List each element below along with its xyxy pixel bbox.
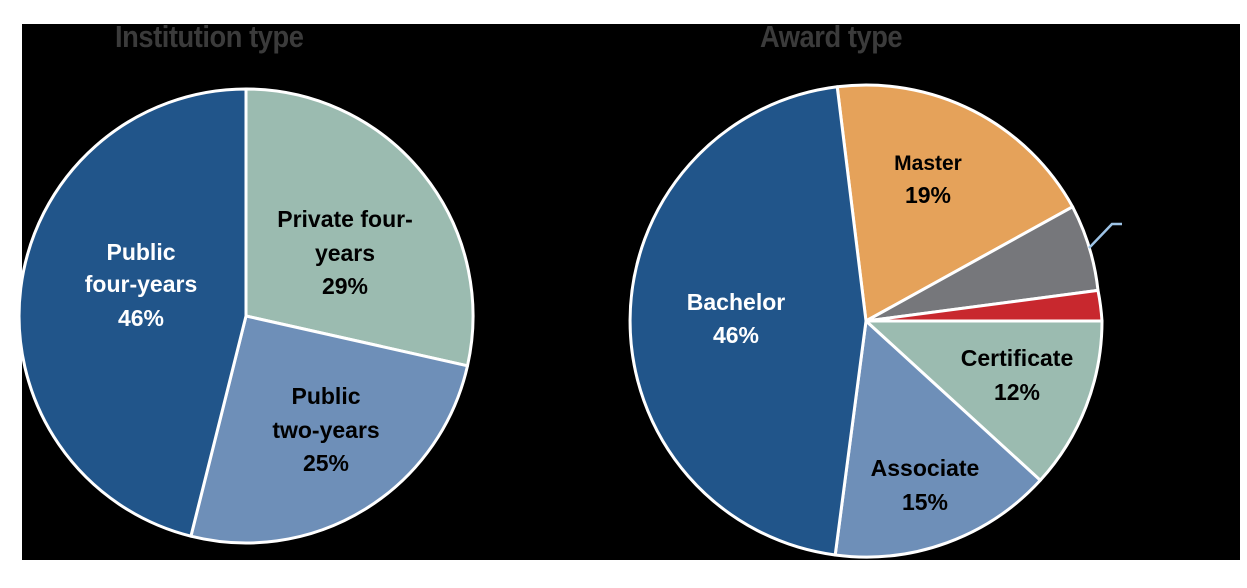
award-type-pie: [628, 83, 1104, 559]
label-associate: Associate: [871, 455, 980, 481]
institution-type-title: Institution type: [115, 19, 304, 54]
label-public-two-years-line1: Public: [291, 383, 360, 409]
label-public-two-years-pct: 25%: [303, 450, 349, 476]
label-private-four-years-pct: 29%: [322, 273, 368, 299]
label-public-four-years-line1: Public: [106, 239, 175, 265]
slice-certificate: [864, 319, 1104, 482]
leader-line: [1088, 222, 1122, 249]
award-type-labels: Master 19% Bachelor 46% Certificate 12% …: [687, 152, 1073, 515]
label-bachelor: Bachelor: [687, 289, 785, 315]
slice-master: [835, 83, 1075, 323]
label-public-four-years-pct: 46%: [118, 305, 164, 331]
slice-associate: [833, 319, 1042, 559]
institution-type-labels: Public four-years 46% Private four- year…: [85, 206, 413, 476]
slice-private-four-years: [244, 87, 475, 368]
label-master-pct: 19%: [905, 182, 951, 208]
label-bachelor-pct: 46%: [713, 322, 759, 348]
slice-bachelor: [628, 85, 868, 557]
label-private-four-years-line1: Private four-: [277, 206, 412, 232]
label-public-two-years-line2: two-years: [272, 417, 379, 443]
slice-public-two-years: [189, 314, 469, 545]
label-master: Master: [894, 152, 962, 175]
institution-type-pie: [17, 87, 475, 545]
label-public-four-years-line2: four-years: [85, 271, 197, 297]
label-private-four-years-line2: years: [315, 240, 375, 266]
label-certificate: Certificate: [961, 345, 1073, 371]
label-associate-pct: 15%: [902, 489, 948, 515]
label-certificate-pct: 12%: [994, 379, 1040, 405]
award-type-title: Award type: [760, 19, 903, 54]
slice-public-four-years: [17, 87, 248, 538]
